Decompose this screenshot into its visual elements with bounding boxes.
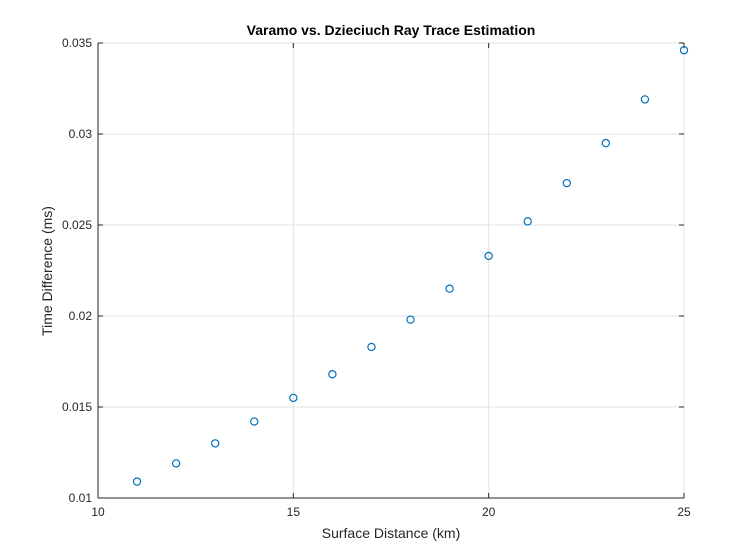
y-tick-label: 0.035 xyxy=(62,36,92,50)
y-axis-label: Time Difference (ms) xyxy=(39,206,55,336)
x-tick-label: 25 xyxy=(677,505,691,519)
data-point xyxy=(328,370,337,379)
data-point xyxy=(289,393,298,403)
grid xyxy=(97,42,685,499)
x-tick-label: 20 xyxy=(482,505,496,519)
tick-labels: 10 15 20 25 0.01 0.015 0.02 0.025 0.03 0.035 xyxy=(62,36,691,519)
data-series xyxy=(132,46,689,486)
data-point xyxy=(250,417,259,426)
data-point xyxy=(406,315,415,324)
y-tick-label: 0.025 xyxy=(62,218,92,232)
y-tick-label: 0.01 xyxy=(69,491,93,505)
axes xyxy=(97,42,685,499)
data-point xyxy=(445,284,454,293)
chart-title: Varamo vs. Dzieciuch Ray Trace Estimatio… xyxy=(247,22,536,38)
data-point xyxy=(601,138,611,148)
x-axis-label: Surface Distance (km) xyxy=(322,525,460,541)
x-tick-label: 15 xyxy=(287,505,301,519)
data-point xyxy=(562,178,572,188)
data-point xyxy=(210,439,220,448)
y-tick-label: 0.02 xyxy=(69,309,93,323)
data-point xyxy=(640,95,650,104)
x-tick-label: 10 xyxy=(91,505,105,519)
data-point xyxy=(132,477,142,486)
data-point xyxy=(679,46,689,55)
data-point xyxy=(523,217,532,226)
data-point xyxy=(367,342,376,352)
y-tick-label: 0.03 xyxy=(69,127,93,141)
y-tick-label: 0.015 xyxy=(62,400,92,414)
data-point xyxy=(484,251,493,261)
data-point xyxy=(171,459,181,468)
